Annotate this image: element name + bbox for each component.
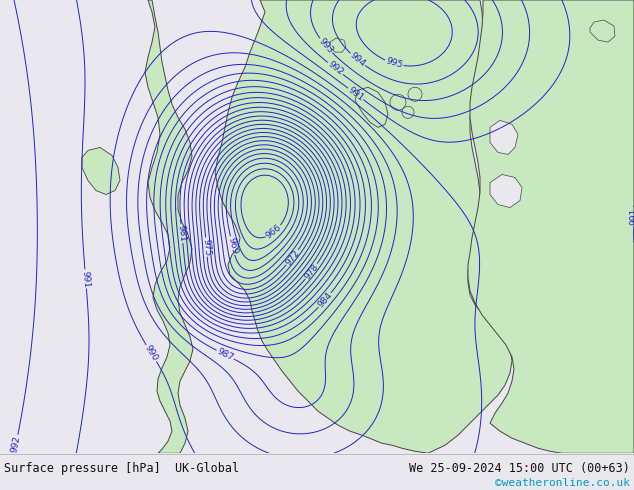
Text: 991: 991 — [81, 270, 91, 288]
Polygon shape — [468, 0, 634, 453]
Text: 978: 978 — [302, 262, 320, 281]
Text: 966: 966 — [264, 223, 283, 241]
Text: 992: 992 — [326, 60, 345, 77]
Polygon shape — [490, 174, 522, 208]
Text: 984: 984 — [316, 291, 334, 310]
Text: 972: 972 — [283, 248, 301, 267]
Text: 992: 992 — [10, 435, 22, 453]
Text: 991: 991 — [629, 208, 634, 225]
Text: 981: 981 — [176, 224, 187, 243]
Text: We 25-09-2024 15:00 UTC (00+63): We 25-09-2024 15:00 UTC (00+63) — [409, 462, 630, 475]
Text: 995: 995 — [384, 57, 404, 70]
Text: 987: 987 — [216, 347, 235, 363]
Text: Surface pressure [hPa]  UK-Global: Surface pressure [hPa] UK-Global — [4, 462, 239, 475]
Polygon shape — [490, 121, 518, 154]
Polygon shape — [82, 147, 120, 195]
Text: 991: 991 — [346, 85, 365, 103]
Text: 975: 975 — [201, 238, 212, 256]
Polygon shape — [215, 0, 512, 453]
Polygon shape — [145, 0, 193, 453]
Polygon shape — [355, 87, 388, 127]
Text: 993: 993 — [317, 36, 335, 55]
Circle shape — [408, 87, 422, 101]
Text: ©weatheronline.co.uk: ©weatheronline.co.uk — [495, 478, 630, 488]
Text: 994: 994 — [348, 51, 367, 69]
Polygon shape — [330, 38, 346, 52]
Circle shape — [402, 106, 414, 118]
Text: 990: 990 — [143, 343, 160, 363]
Text: 969: 969 — [226, 236, 239, 255]
Circle shape — [390, 94, 406, 110]
Polygon shape — [590, 20, 615, 42]
